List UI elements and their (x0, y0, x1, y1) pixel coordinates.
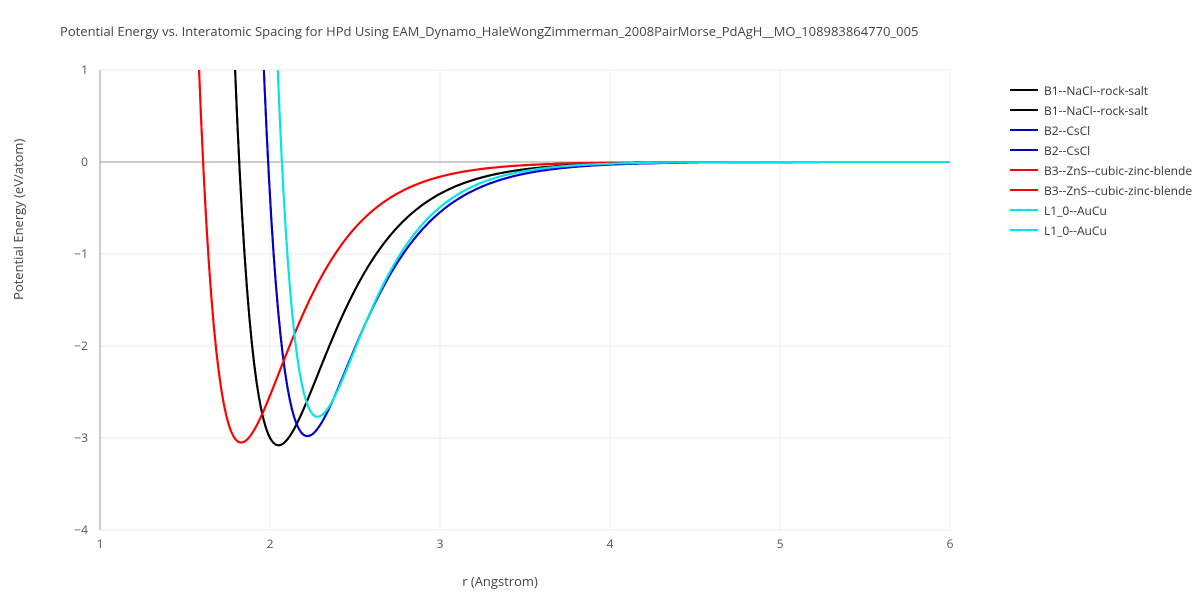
legend-label: B2--CsCl (1044, 122, 1090, 139)
x-tick-label: 2 (267, 535, 274, 552)
series-line[interactable] (194, 0, 951, 443)
series-line[interactable] (277, 45, 950, 417)
legend-item[interactable]: B1--NaCl--rock-salt (1010, 100, 1192, 120)
legend-swatch (1010, 189, 1038, 191)
x-tick-label: 4 (607, 535, 614, 552)
legend-swatch (1010, 129, 1038, 131)
legend-swatch (1010, 109, 1038, 111)
legend-item[interactable]: B2--CsCl (1010, 140, 1192, 160)
series-line[interactable] (194, 0, 951, 443)
x-tick-label: 6 (947, 535, 954, 552)
gridlines (100, 70, 950, 530)
legend-item[interactable]: B1--NaCl--rock-salt (1010, 80, 1192, 100)
x-tick-label: 1 (97, 535, 104, 552)
legend-item[interactable]: L1_0--AuCu (1010, 200, 1192, 220)
legend-item[interactable]: B3--ZnS--cubic-zinc-blende (1010, 180, 1192, 200)
legend-swatch (1010, 89, 1038, 91)
y-tick-label: 1 (81, 61, 88, 78)
x-tick-label: 3 (437, 535, 444, 552)
series-group (194, 0, 951, 445)
series-line[interactable] (277, 45, 950, 417)
legend: B1--NaCl--rock-salt B1--NaCl--rock-salt B2… (1010, 80, 1192, 240)
legend-label: B2--CsCl (1044, 142, 1090, 159)
tick-labels: 1 2 3 4 5 6 −4 −3 −2 −1 0 1 (74, 61, 953, 552)
legend-label: B3--ZnS--cubic-zinc-blende (1044, 162, 1192, 179)
y-tick-label: −1 (74, 245, 88, 262)
legend-item[interactable]: B2--CsCl (1010, 120, 1192, 140)
zerolines (100, 70, 950, 530)
legend-label: L1_0--AuCu (1044, 202, 1107, 219)
legend-swatch (1010, 169, 1038, 171)
legend-item[interactable]: B3--ZnS--cubic-zinc-blende (1010, 160, 1192, 180)
legend-label: B3--ZnS--cubic-zinc-blende (1044, 182, 1192, 199)
y-tick-label: −4 (74, 521, 88, 538)
chart-container: Potential Energy vs. Interatomic Spacing… (0, 0, 1200, 600)
legend-label: B1--NaCl--rock-salt (1044, 102, 1148, 119)
legend-swatch (1010, 209, 1038, 211)
legend-swatch (1010, 229, 1038, 231)
legend-label: L1_0--AuCu (1044, 222, 1107, 239)
y-tick-label: 0 (81, 153, 88, 170)
y-tick-label: −3 (74, 429, 88, 446)
legend-swatch (1010, 149, 1038, 151)
y-tick-label: −2 (74, 337, 88, 354)
legend-item[interactable]: L1_0--AuCu (1010, 220, 1192, 240)
legend-label: B1--NaCl--rock-salt (1044, 82, 1148, 99)
x-tick-label: 5 (777, 535, 784, 552)
